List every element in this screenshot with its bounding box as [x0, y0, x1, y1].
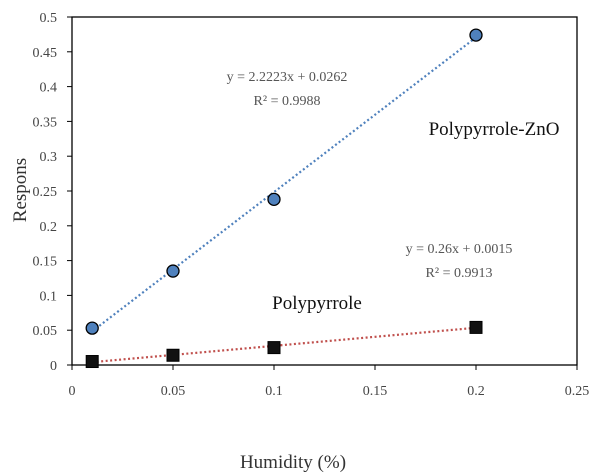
y-tick-label: 0.25 [33, 185, 58, 200]
x-tick-label: 0.25 [565, 384, 589, 399]
y-axis-ticks: 0 0.05 0.1 0.15 0.2 0.25 0.3 0.35 0.4 0.45 0.5 [33, 11, 72, 374]
y-tick-label: 0.45 [33, 46, 58, 61]
trendline-r2-polypyrrole: R² = 0.9913 [426, 266, 493, 281]
series-label-polypyrrole-zno: Polypyrrole-ZnO [429, 119, 560, 140]
x-tick-label: 0.1 [265, 384, 283, 399]
trendline-equation-polypyrrole: y = 0.26x + 0.0015 [406, 242, 513, 257]
x-tick-label: 0.2 [467, 384, 485, 399]
data-point-polypyrrole-zno [85, 321, 99, 335]
y-axis-title: Respons [10, 158, 31, 222]
trendlines [91, 36, 477, 364]
data-point-polypyrrole [267, 341, 281, 355]
y-tick-label: 0.35 [33, 115, 58, 130]
series-label-polypyrrole: Polypyrrole [272, 293, 362, 314]
y-tick-label: 0.15 [33, 255, 58, 270]
y-tick-label: 0.3 [40, 150, 58, 165]
y-tick-label: 0.1 [40, 289, 58, 304]
data-point-polypyrrole [469, 320, 483, 334]
x-tick-label: 0 [69, 384, 76, 399]
x-tick-label: 0.15 [363, 384, 388, 399]
y-tick-label: 0.05 [33, 324, 58, 339]
data-markers [85, 28, 483, 369]
trendline-r2-polypyrrole-zno: R² = 0.9988 [254, 94, 321, 109]
x-axis-ticks: 0 0.05 0.1 0.15 0.2 0.25 [69, 365, 589, 399]
data-point-polypyrrole [166, 348, 180, 362]
x-axis-title: Humidity (%) [240, 452, 346, 473]
data-point-polypyrrole-zno [267, 192, 281, 207]
y-tick-label: 0 [50, 359, 57, 374]
x-tick-label: 0.05 [161, 384, 186, 399]
y-tick-label: 0.4 [40, 81, 58, 96]
data-point-polypyrrole [85, 355, 99, 369]
trendline-polypyrrole [92, 326, 477, 364]
plot-area [71, 16, 578, 366]
trendline-equation-polypyrrole-zno: y = 2.2223x + 0.0262 [227, 70, 348, 85]
data-point-polypyrrole-zno [469, 28, 483, 42]
y-tick-label: 0.2 [40, 220, 58, 235]
y-tick-label: 0.5 [40, 11, 58, 26]
data-point-polypyrrole-zno [166, 264, 180, 278]
